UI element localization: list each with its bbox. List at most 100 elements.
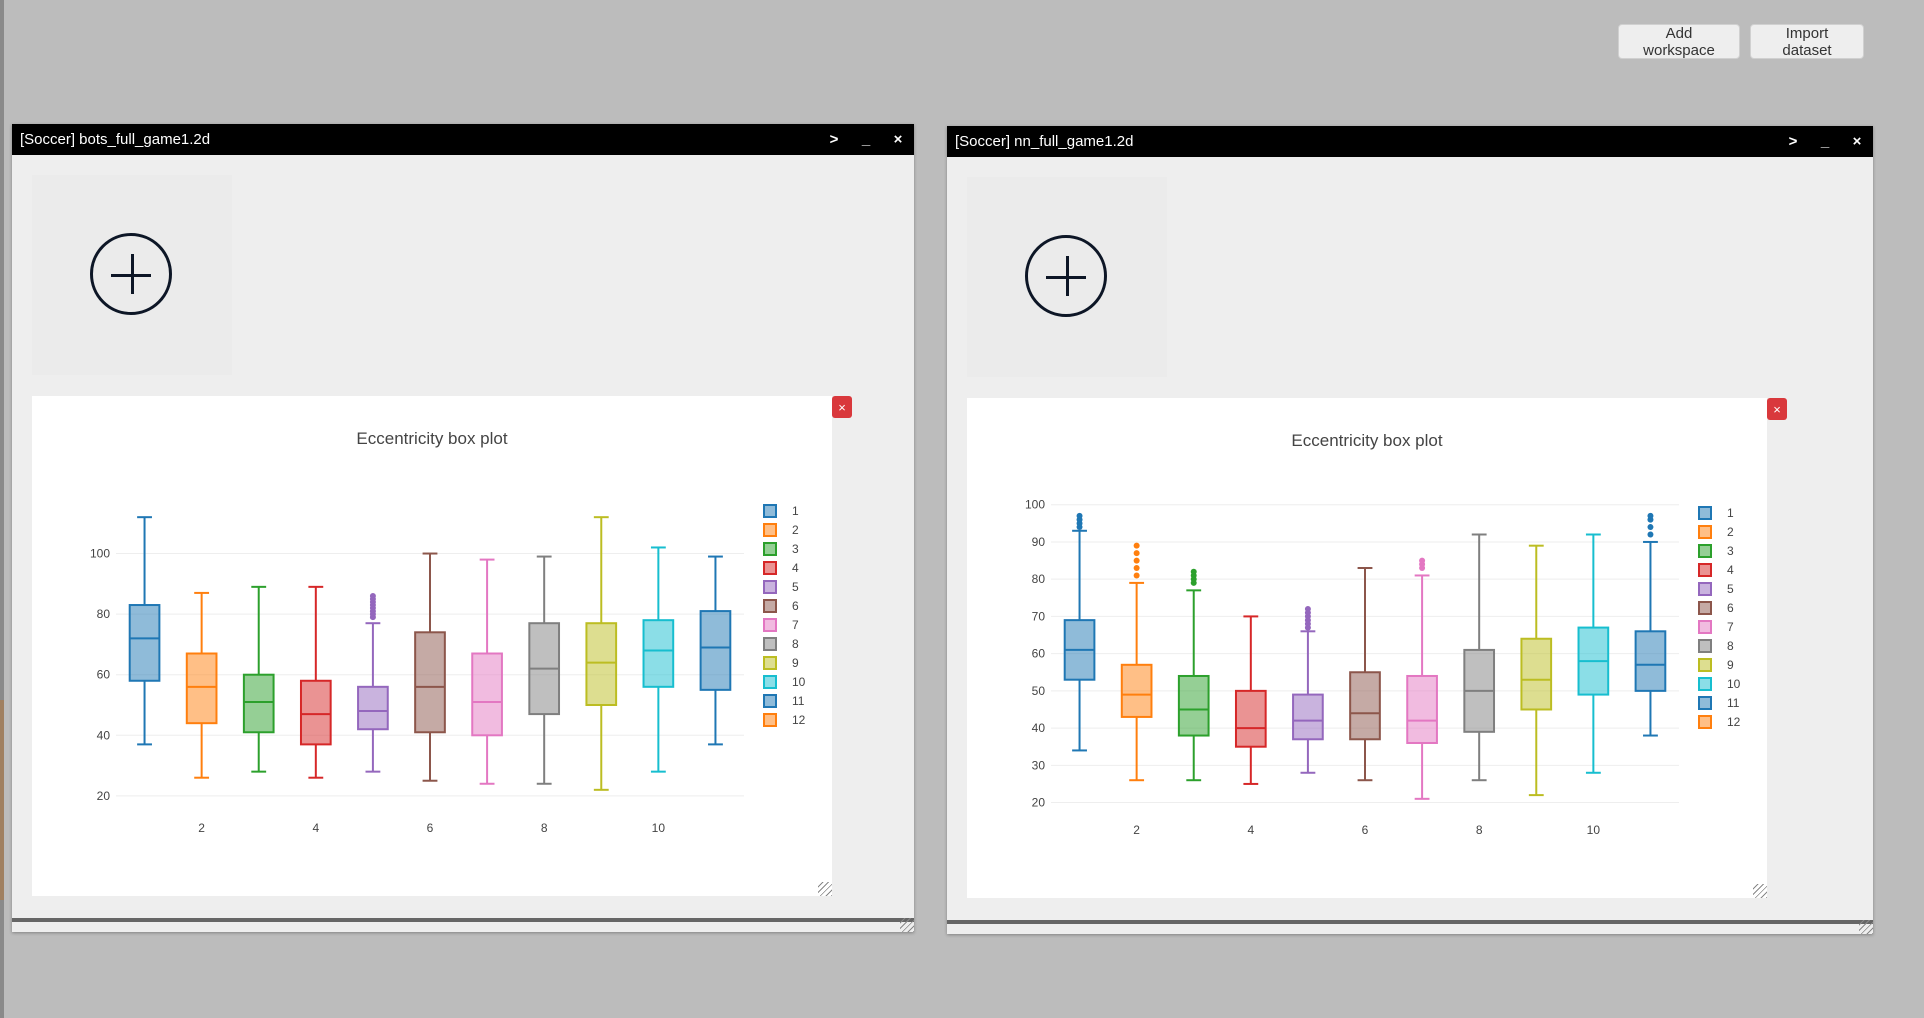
legend-label: 7 xyxy=(1727,620,1734,634)
y-tick-label: 60 xyxy=(97,668,111,682)
box-iqr xyxy=(1520,637,1553,711)
x-tick-label: 6 xyxy=(1362,823,1369,837)
legend-label: 11 xyxy=(792,694,805,708)
y-tick-label: 100 xyxy=(1025,498,1045,512)
box-iqr xyxy=(1234,689,1267,748)
legend-swatch xyxy=(1698,563,1712,577)
box-series-1 xyxy=(128,516,161,746)
legend-swatch xyxy=(1698,620,1712,634)
legend-swatch xyxy=(763,618,777,632)
window-titlebar[interactable]: [Soccer] bots_full_game1.2d > _ × xyxy=(12,124,914,155)
legend-swatch xyxy=(1698,677,1712,691)
add-visualization-tile[interactable] xyxy=(32,175,232,375)
left-edge-background xyxy=(0,700,4,900)
chart-resize-handle[interactable] xyxy=(818,882,832,896)
x-tick-label: 10 xyxy=(652,821,666,835)
window-resize-handle[interactable] xyxy=(1859,920,1873,934)
y-tick-label: 40 xyxy=(97,728,111,742)
plus-circle-icon[interactable] xyxy=(1025,235,1107,317)
box-series-5 xyxy=(1292,605,1324,774)
box-iqr xyxy=(1406,674,1438,744)
outlier-point xyxy=(1133,565,1140,572)
chart-title: Eccentricity box plot xyxy=(1291,431,1442,450)
legend-label: 8 xyxy=(1727,639,1734,653)
close-chart-button[interactable]: × xyxy=(1767,398,1787,420)
legend-label: 4 xyxy=(792,561,799,575)
workspace-window-bots: [Soccer] bots_full_game1.2d > _ × Eccent… xyxy=(12,124,914,932)
eccentricity-box-plot: Eccentricity box plot 20 30 40 50 60 70 80 90 100… xyxy=(1025,431,1741,837)
box-iqr xyxy=(699,610,732,691)
chart-panel: Eccentricity box plot 20 30 40 50 60 70 80 90 100… xyxy=(967,398,1767,898)
box-iqr xyxy=(299,679,332,746)
box-series-6 xyxy=(414,552,446,782)
expand-button[interactable]: > xyxy=(829,131,839,148)
legend-label: 12 xyxy=(1727,715,1741,729)
box-iqr xyxy=(357,685,389,731)
box-series-8 xyxy=(1463,533,1496,782)
x-tick-label: 4 xyxy=(312,821,319,835)
box-series-7 xyxy=(471,558,503,785)
legend-label: 7 xyxy=(792,618,799,632)
y-tick-label: 70 xyxy=(1032,609,1046,623)
window-resize-handle[interactable] xyxy=(900,918,914,932)
plus-circle-icon[interactable] xyxy=(90,233,172,315)
box-series-5 xyxy=(357,592,389,773)
minimize-button[interactable]: _ xyxy=(1820,133,1830,150)
legend-label: 6 xyxy=(1727,601,1734,615)
y-tick-label: 90 xyxy=(1032,535,1046,549)
legend-swatch xyxy=(1698,506,1712,520)
box-series-4 xyxy=(299,585,332,779)
box-iqr xyxy=(642,619,675,688)
x-tick-label: 4 xyxy=(1247,823,1254,837)
box-series-2 xyxy=(1120,542,1153,782)
x-tick-label: 2 xyxy=(1133,823,1140,837)
add-visualization-tile[interactable] xyxy=(967,177,1167,377)
y-tick-label: 100 xyxy=(90,547,110,561)
y-tick-label: 80 xyxy=(97,607,111,621)
box-series-3 xyxy=(242,585,275,773)
close-chart-button[interactable]: × xyxy=(832,396,852,418)
box-series-4 xyxy=(1234,615,1267,785)
box-iqr xyxy=(128,604,161,682)
legend-swatch xyxy=(763,580,777,594)
box-series-9 xyxy=(1520,544,1553,797)
legend-label: 1 xyxy=(1727,506,1734,520)
chart-resize-handle[interactable] xyxy=(1753,884,1767,898)
legend-swatch xyxy=(763,656,777,670)
window-titlebar[interactable]: [Soccer] nn_full_game1.2d > _ × xyxy=(947,126,1873,157)
box-iqr xyxy=(185,652,218,725)
y-tick-label: 50 xyxy=(1032,684,1046,698)
box-series-1 xyxy=(1063,512,1096,752)
y-tick-label: 20 xyxy=(1032,796,1046,810)
legend-label: 3 xyxy=(792,542,799,556)
window-bottom-bar xyxy=(947,920,1873,924)
outlier-point xyxy=(1133,542,1140,549)
box-iqr xyxy=(414,631,446,734)
box-iqr xyxy=(585,622,618,707)
legend-swatch xyxy=(763,694,777,708)
legend-label: 1 xyxy=(792,504,799,518)
add-workspace-button[interactable]: Add workspace xyxy=(1618,24,1740,59)
legend-label: 10 xyxy=(1727,677,1741,691)
close-window-button[interactable]: × xyxy=(1852,133,1862,150)
legend-swatch xyxy=(1698,639,1712,653)
expand-button[interactable]: > xyxy=(1788,133,1798,150)
close-window-button[interactable]: × xyxy=(893,131,903,148)
x-tick-label: 6 xyxy=(427,821,434,835)
legend-label: 9 xyxy=(792,656,799,670)
minimize-button[interactable]: _ xyxy=(861,131,871,148)
y-tick-label: 30 xyxy=(1032,758,1046,772)
box-series-2 xyxy=(185,591,218,779)
box-iqr xyxy=(1349,671,1381,741)
box-series-11 xyxy=(699,555,732,746)
legend-label: 2 xyxy=(792,523,799,537)
legend-swatch xyxy=(763,523,777,537)
box-iqr xyxy=(1634,630,1667,692)
legend-swatch xyxy=(1698,715,1712,729)
outlier-point xyxy=(369,592,376,599)
box-iqr xyxy=(1292,693,1324,741)
import-dataset-button[interactable]: Import dataset xyxy=(1750,24,1864,59)
legend-swatch xyxy=(763,599,777,613)
legend-swatch xyxy=(1698,696,1712,710)
box-series-9 xyxy=(585,516,618,791)
